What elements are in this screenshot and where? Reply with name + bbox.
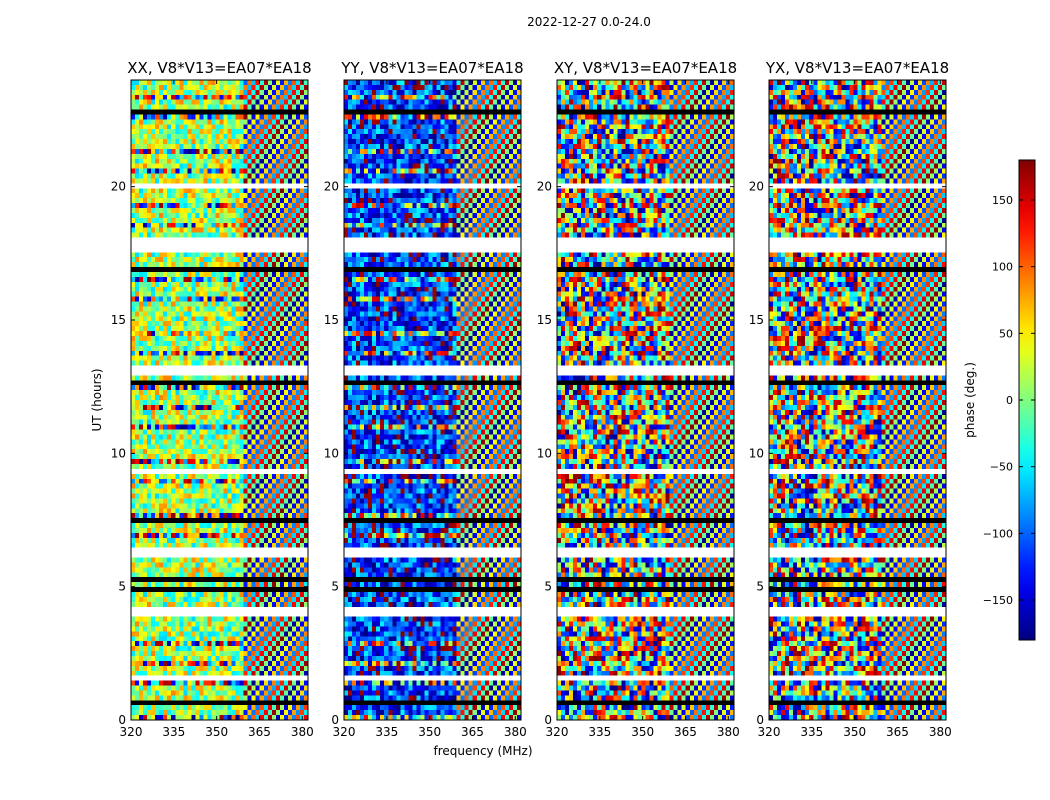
colorbar-tick-label: 150 [992, 194, 1013, 207]
figure-suptitle: 2022-12-27 0.0-24.0 [527, 15, 651, 29]
x-tick-label: 380 [929, 725, 952, 739]
x-tick-label: 320 [120, 725, 143, 739]
phase-heatmap [557, 80, 734, 720]
x-tick-label: 320 [758, 725, 781, 739]
y-tick-label: 15 [111, 313, 126, 327]
panel-title: YX, V8*V13=EA07*EA18 [765, 59, 949, 77]
y-tick-label: 5 [118, 580, 126, 594]
x-axis-label: frequency (MHz) [433, 744, 532, 758]
y-tick-label: 5 [756, 580, 764, 594]
panel-yx: YX, V8*V13=EA07*EA18 320 335 350 365 380 0 5 10 1… [749, 59, 952, 739]
y-tick-label: 5 [331, 580, 339, 594]
x-tick-label: 335 [162, 725, 185, 739]
y-tick-label: 0 [331, 713, 339, 727]
phase-heatmap [344, 80, 521, 720]
y-tick-label: 0 [118, 713, 126, 727]
y-tick-label: 0 [756, 713, 764, 727]
colorbar-tick-label: −50 [990, 461, 1013, 474]
x-tick-label: 365 [674, 725, 697, 739]
panels: XX, V8*V13=EA07*EA18 320 335 350 365 380 0 5 10 1… [111, 59, 952, 739]
axes-frame [130, 79, 309, 721]
axes-frame [556, 79, 735, 721]
y-tick-label: 0 [544, 713, 552, 727]
y-tick-label: 20 [749, 180, 764, 194]
y-tick-label: 10 [749, 446, 764, 460]
panel-yy: YY, V8*V13=EA07*EA18 320 335 350 365 380 0 5 10 1… [324, 59, 527, 739]
x-tick-label: 335 [375, 725, 398, 739]
panel-xx: XX, V8*V13=EA07*EA18 320 335 350 365 380 0 5 10 1… [111, 59, 314, 739]
x-tick-label: 335 [800, 725, 823, 739]
phase-heatmap [769, 80, 946, 720]
x-tick-label: 365 [886, 725, 909, 739]
x-tick-label: 365 [461, 725, 484, 739]
colorbar: 150 100 50 0 −50 −100 −150 [983, 159, 1036, 641]
x-tick-label: 380 [504, 725, 527, 739]
x-tick-label: 380 [717, 725, 740, 739]
x-tick-label: 380 [291, 725, 314, 739]
colorbar-label: phase (deg.) [963, 362, 977, 438]
y-tick-label: 20 [111, 180, 126, 194]
y-tick-label: 15 [324, 313, 339, 327]
y-axis-label: UT (hours) [90, 368, 104, 431]
colorbar-gradient [1019, 160, 1035, 640]
panel-title: XY, V8*V13=EA07*EA18 [554, 59, 737, 77]
x-tick-label: 335 [588, 725, 611, 739]
y-tick-label: 10 [537, 446, 552, 460]
x-tick-label: 350 [843, 725, 866, 739]
y-tick-label: 10 [111, 446, 126, 460]
x-tick-label: 350 [418, 725, 441, 739]
colorbar-tick-label: 50 [999, 327, 1013, 340]
colorbar-tick-label: 100 [992, 261, 1013, 274]
phase-heatmap [131, 80, 308, 720]
y-tick-label: 20 [324, 180, 339, 194]
axes-frame [343, 79, 522, 721]
panel-title: XX, V8*V13=EA07*EA18 [127, 59, 311, 77]
x-tick-label: 365 [248, 725, 271, 739]
y-tick-label: 15 [537, 313, 552, 327]
axes-frame [768, 79, 947, 721]
panel-xy: XY, V8*V13=EA07*EA18 320 335 350 365 380 0 5 10 1… [537, 59, 740, 739]
x-tick-label: 350 [631, 725, 654, 739]
x-tick-label: 350 [205, 725, 228, 739]
y-tick-label: 20 [537, 180, 552, 194]
y-tick-label: 5 [544, 580, 552, 594]
panel-title: YY, V8*V13=EA07*EA18 [340, 59, 523, 77]
colorbar-tick-label: 0 [1006, 394, 1013, 407]
colorbar-tick-label: −100 [983, 527, 1013, 540]
y-tick-label: 10 [324, 446, 339, 460]
x-tick-label: 320 [333, 725, 356, 739]
x-tick-label: 320 [546, 725, 569, 739]
colorbar-tick-label: −150 [983, 594, 1013, 607]
y-tick-label: 15 [749, 313, 764, 327]
